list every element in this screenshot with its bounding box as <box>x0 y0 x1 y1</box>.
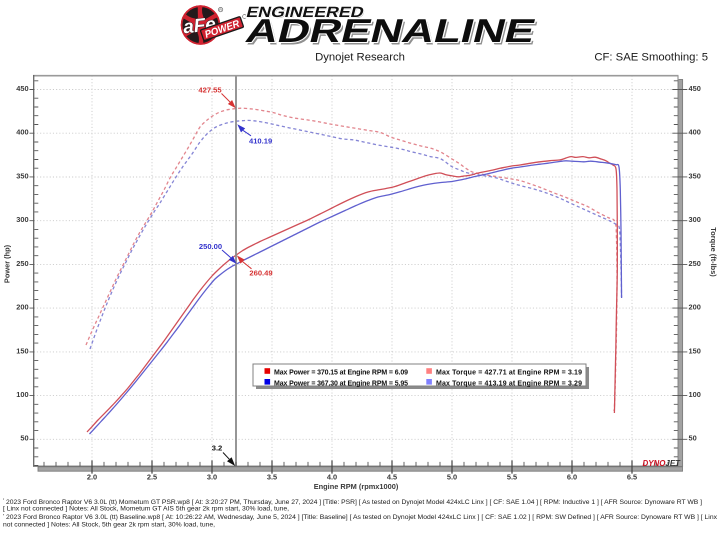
svg-text:300: 300 <box>689 215 701 224</box>
svg-text:R: R <box>219 8 222 12</box>
svg-text:6.5: 6.5 <box>627 472 637 481</box>
svg-text:Max Power = 367.30 at Engine R: Max Power = 367.30 at Engine RPM = 5.95 <box>274 380 408 387</box>
svg-text:400: 400 <box>689 128 701 137</box>
svg-text:250: 250 <box>16 259 28 268</box>
svg-text:50: 50 <box>20 434 28 443</box>
svg-text:3.0: 3.0 <box>207 472 217 481</box>
svg-text:410.19: 410.19 <box>249 136 272 145</box>
svg-text:Torque (ft-lbs): Torque (ft-lbs) <box>709 227 718 277</box>
svg-text:2.5: 2.5 <box>147 472 157 481</box>
svg-text:ENGINEERED: ENGINEERED <box>245 5 366 22</box>
svg-text:’: ’ <box>3 513 5 520</box>
svg-text:3.5: 3.5 <box>267 472 277 481</box>
svg-text:400: 400 <box>16 128 28 137</box>
svg-text:not connected ] Notes: All Sto: not connected ] Notes: All Stock, 5th ge… <box>3 521 215 528</box>
svg-text:ADRENALINE: ADRENALINE <box>242 13 539 49</box>
svg-text:2023 Ford Bronco Raptor V6 3.0: 2023 Ford Bronco Raptor V6 3.0L (tt) Mom… <box>6 499 702 506</box>
svg-text:Max Power = 370.15 at Engine R: Max Power = 370.15 at Engine RPM = 6.09 <box>274 370 408 377</box>
svg-text:ADRENALINE: ADRENALINE <box>244 16 541 52</box>
svg-text:DYNOJET: DYNOJET <box>643 459 681 468</box>
svg-text:3.2: 3.2 <box>212 444 223 453</box>
svg-text:150: 150 <box>16 346 28 355</box>
svg-text:450: 450 <box>689 84 701 93</box>
svg-text:6.0: 6.0 <box>567 472 577 481</box>
svg-text:CF: SAE Smoothing: 5: CF: SAE Smoothing: 5 <box>594 52 708 64</box>
svg-text:427.55: 427.55 <box>198 85 222 94</box>
svg-text:250: 250 <box>689 259 701 268</box>
svg-text:Max Torque = 427.71 at Engine: Max Torque = 427.71 at Engine RPM = 3.19 <box>436 370 582 377</box>
svg-text:2.0: 2.0 <box>87 472 97 481</box>
svg-text:Dynojet Research: Dynojet Research <box>315 52 405 64</box>
svg-text:Engine RPM (rpmx1000): Engine RPM (rpmx1000) <box>314 482 399 491</box>
svg-text:5.5: 5.5 <box>507 472 517 481</box>
svg-text:260.49: 260.49 <box>249 269 272 278</box>
svg-text:50: 50 <box>689 434 697 443</box>
svg-text:4.5: 4.5 <box>387 472 397 481</box>
svg-text:Power (hp): Power (hp) <box>3 244 12 283</box>
svg-text:450: 450 <box>16 84 28 93</box>
svg-text:5.0: 5.0 <box>447 472 457 481</box>
svg-text:300: 300 <box>16 215 28 224</box>
svg-text:150: 150 <box>689 346 701 355</box>
svg-text:350: 350 <box>16 171 28 180</box>
svg-text:200: 200 <box>689 303 701 312</box>
svg-text:ENGINEERED: ENGINEERED <box>245 4 366 21</box>
svg-text:2023 Ford Bronco Raptor V6 3.0: 2023 Ford Bronco Raptor V6 3.0L (tt) Bas… <box>6 514 718 521</box>
svg-text:200: 200 <box>16 303 28 312</box>
svg-text:4.0: 4.0 <box>327 472 337 481</box>
svg-text:Max Torque = 413.19 at Engine: Max Torque = 413.19 at Engine RPM = 3.29 <box>436 380 582 387</box>
svg-text:100: 100 <box>16 390 28 399</box>
svg-text:100: 100 <box>689 390 701 399</box>
svg-text:[ Linx not connected ] Notes:: [ Linx not connected ] Notes: All Stock,… <box>3 505 289 512</box>
svg-text:’: ’ <box>3 498 5 505</box>
svg-text:250.00: 250.00 <box>199 242 222 251</box>
svg-text:350: 350 <box>689 171 701 180</box>
